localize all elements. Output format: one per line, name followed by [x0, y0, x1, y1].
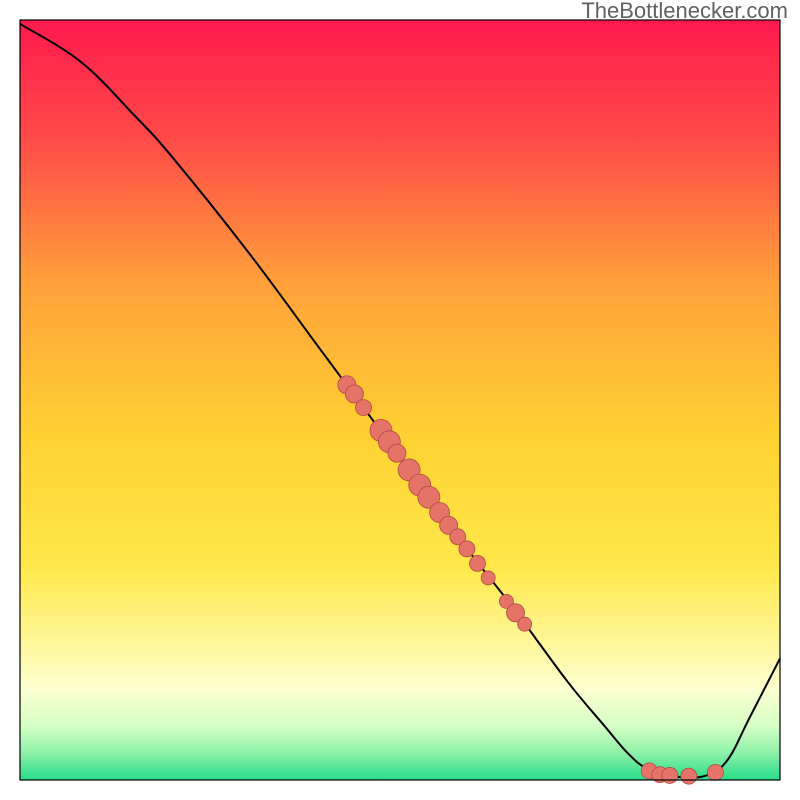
scatter-point	[470, 555, 486, 571]
watermark-label: TheBottlenecker.com	[581, 0, 788, 23]
scatter-point	[662, 767, 678, 783]
scatter-point	[481, 571, 495, 585]
bottleneck-chart: TheBottlenecker.com	[0, 0, 800, 800]
scatter-point	[388, 444, 406, 462]
scatter-point	[707, 764, 723, 780]
scatter-point	[459, 541, 475, 557]
scatter-point	[518, 617, 532, 631]
plot-background	[20, 20, 780, 780]
scatter-point	[681, 768, 697, 784]
scatter-point	[356, 400, 372, 416]
